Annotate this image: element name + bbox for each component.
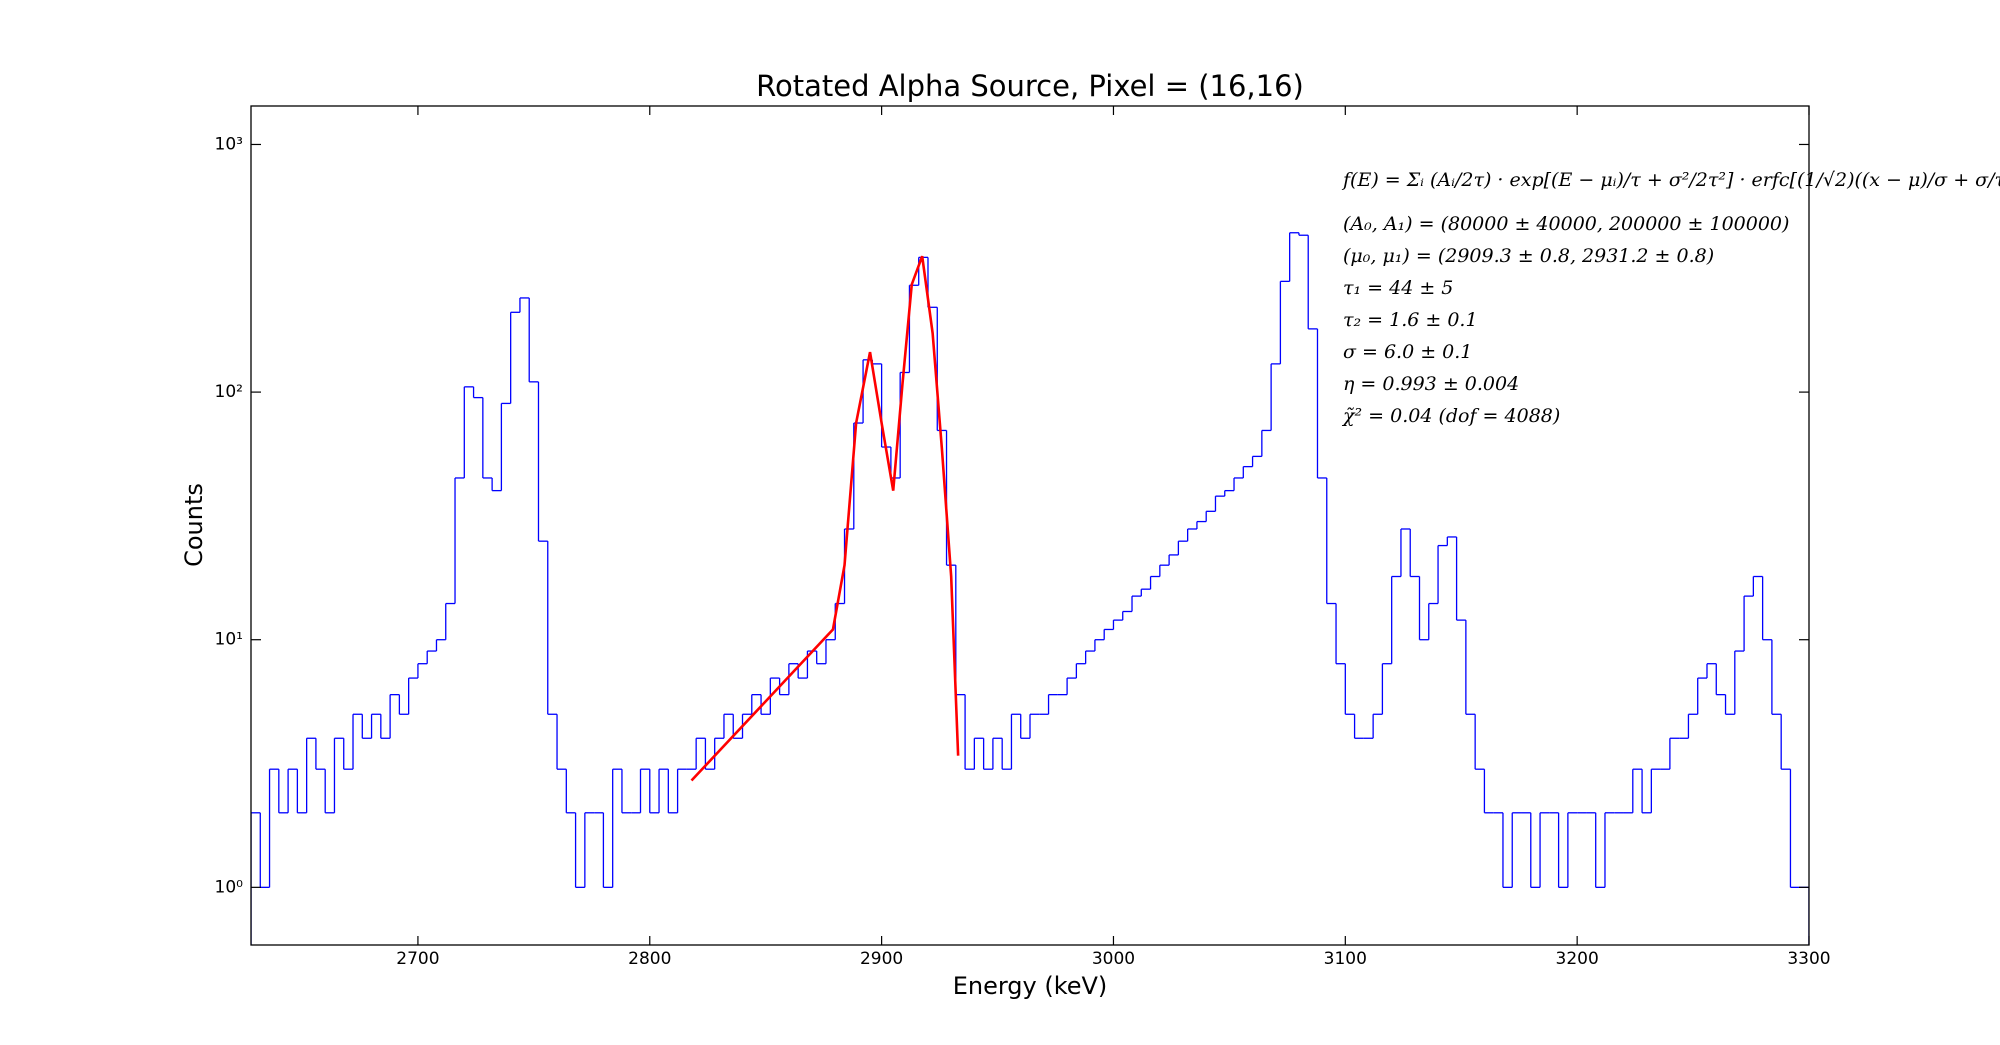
fit-annotation: (μ₀, μ₁) = (2909.3 ± 0.8, 2931.2 ± 0.8) [1343, 245, 1714, 267]
fit-annotation: χ̃² = 0.04 (dof = 4088) [1341, 405, 1560, 427]
y-tick-label: 10¹ [215, 630, 243, 650]
axes: 2700 2800 2900 3000 3100 3200 3300 10⁰ 10¹ 10² 10³… [215, 106, 2000, 969]
y-tick-label: 10³ [215, 134, 243, 154]
fit-line [690, 255, 960, 782]
y-axis-label: Counts [180, 483, 208, 567]
y-tick-label: 10² [215, 382, 243, 402]
x-tick-label: 2800 [628, 949, 671, 969]
x-tick-label: 3300 [1787, 949, 1830, 969]
plot-area [251, 232, 1809, 945]
x-tick-label: 3000 [1092, 949, 1135, 969]
fit-annotation: τ₂ = 1.6 ± 0.1 [1343, 309, 1478, 331]
fit-annotation: τ₁ = 44 ± 5 [1343, 277, 1453, 299]
fit-annotation: f(E) = Σᵢ (Aᵢ/2τ) · exp[(E − μᵢ)/τ + σ²/… [1341, 169, 2000, 191]
chart-title: Rotated Alpha Source, Pixel = (16,16) [756, 69, 1304, 103]
x-axis-label: Energy (keV) [953, 972, 1108, 1000]
x-tick-label: 3100 [1324, 949, 1367, 969]
x-tick-label: 2900 [860, 949, 903, 969]
plot-frame [250, 105, 1810, 946]
fit-annotation: σ = 6.0 ± 0.1 [1343, 341, 1472, 363]
x-tick-label: 3200 [1556, 949, 1599, 969]
fit-annotation: η = 0.993 ± 0.004 [1343, 373, 1519, 395]
x-tick-label: 2700 [396, 949, 439, 969]
fit-annotation: (A₀, A₁) = (80000 ± 40000, 200000 ± 1000… [1343, 213, 1789, 235]
y-tick-label: 10⁰ [215, 877, 244, 897]
